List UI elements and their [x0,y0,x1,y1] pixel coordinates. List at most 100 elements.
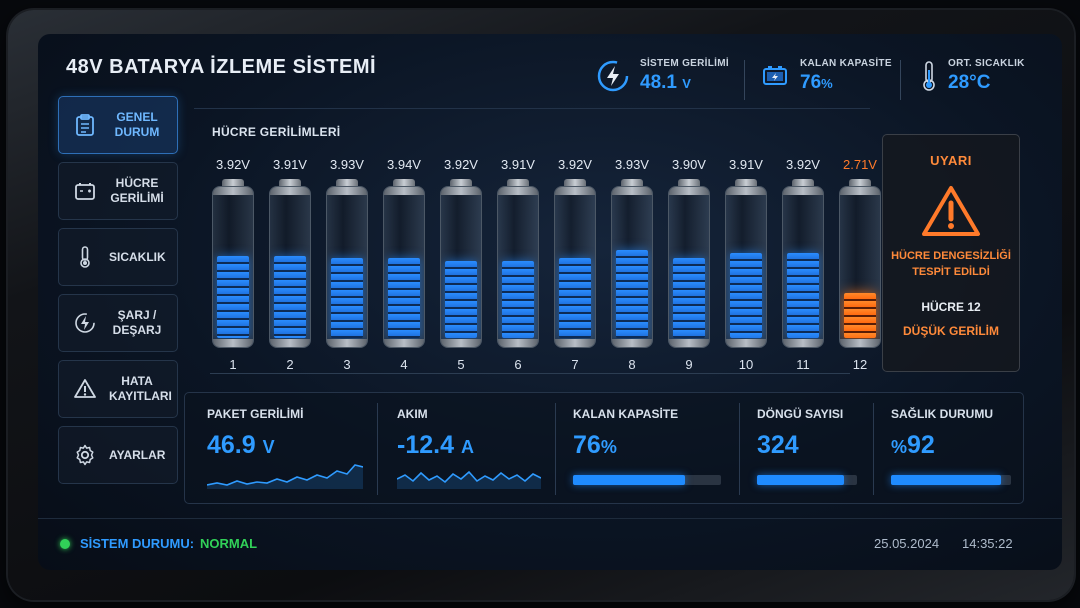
sidebar-item-temperature[interactable]: SICAKLIK [58,228,178,286]
cell-number: 12 [852,357,868,372]
footer-date: 25.05.2024 [874,536,940,551]
cycle-progress-bar [757,475,857,485]
status-indicator-dot [60,539,70,549]
battery-cell: 3.93V 8 [609,157,655,377]
remaining-capacity-value: 76 [800,72,822,93]
capacity-value: 76 [573,431,601,459]
cell-charge-level [559,258,591,338]
cell-voltage: 3.92V [444,157,478,172]
cell-voltage: 3.93V [330,157,364,172]
cell-body [725,186,767,348]
cell-voltages-panel: HÜCRE GERİLİMLERİ 3.92V 1 3.91V 2 3.93V 3 3.94… [194,108,881,378]
cell-body [611,186,653,348]
cell-number: 3 [343,357,351,372]
system-voltage-value: 48.1 [640,72,677,93]
system-voltage-label: SİSTEM GERİLİMİ [640,58,729,69]
cell-terminal [279,179,301,187]
cell-terminal [222,179,244,187]
remaining-capacity-stat: KALAN KAPASİTE 76% [762,58,892,94]
cell-voltage: 3.94V [387,157,421,172]
pack-voltage-metric: PAKET GERİLİMİ 46.9 V [207,393,367,505]
sidebar-item-charge-discharge[interactable]: ŞARJ / DEŞARJ [58,294,178,352]
capacity-progress-fill [573,475,686,485]
current-metric: AKIM -12.4 A [397,393,547,505]
sidebar-item-cell-voltage[interactable]: HÜCRE GERİLİMİ [58,162,178,220]
battery-cell-icon [75,183,95,200]
cycle-progress-fill [757,475,844,485]
metric-divider [739,403,740,495]
battery-cell: 3.94V 4 [381,157,427,377]
health-progress-bar [891,475,1011,485]
cell-body [782,186,824,348]
cell-terminal [393,179,415,187]
cell-voltage: 3.90V [672,157,706,172]
cell-voltage: 3.92V [786,157,820,172]
cell-body [839,186,881,348]
dashboard-screen: 48V BATARYA İZLEME SİSTEMİ SİSTEM GERİLİ… [38,34,1062,570]
warning-icon [74,379,96,398]
battery-cell: 3.92V 7 [552,157,598,377]
avg-temperature-label: ORT. SICAKLIK [948,58,1025,69]
cell-terminal [336,179,358,187]
cell-number: 7 [571,357,579,372]
battery-cell: 3.92V 5 [438,157,484,377]
cell-terminal [792,179,814,187]
capacity-label: KALAN KAPASİTE [573,407,679,421]
cell-charge-level [217,256,249,338]
metric-divider [555,403,556,495]
header-divider [900,60,901,100]
thermometer-icon [80,246,90,268]
cell-terminal [678,179,700,187]
cell-voltages-title: HÜCRE GERİLİMLERİ [212,125,341,139]
cell-charge-level [445,261,477,338]
cell-charge-level [388,258,420,338]
sidebar-item-error-logs[interactable]: HATA KAYITLARI [58,360,178,418]
cell-voltage: 2.71V [843,157,877,172]
avg-temperature-stat: ORT. SICAKLIK 28°C [920,58,1025,94]
cell-terminal [621,179,643,187]
warning-message: HÜCRE DENGESİZLİĞİ TESPİT EDİLDİ [891,250,1011,278]
sidebar-item-label: GENEL DURUM [114,110,160,139]
cycle-count-value: 324 [757,431,799,459]
battery-cell: 3.92V 1 [210,157,256,377]
sidebar-item-label: SICAKLIK [109,249,166,264]
battery-cell: 3.93V 3 [324,157,370,377]
cell-charge-level [274,256,306,338]
cell-terminal [735,179,757,187]
sidebar-item-general-status[interactable]: GENEL DURUM [58,96,178,154]
cell-voltage: 3.91V [501,157,535,172]
system-status-label: SİSTEM DURUMU: [80,536,195,551]
cell-number: 9 [685,357,693,372]
warning-triangle-icon [922,186,980,236]
battery-cell: 3.92V 11 [780,157,826,377]
current-unit: A [460,437,474,457]
cell-voltage: 3.92V [216,157,250,172]
cell-voltage: 3.91V [729,157,763,172]
header-divider [744,60,745,100]
health-label: SAĞLIK DURUMU [891,407,993,421]
current-value: -12.4 [397,431,454,459]
sidebar-item-label: HÜCRE GERİLİMİ [110,176,164,205]
capacity-metric: KALAN KAPASİTE 76% [573,393,723,505]
pack-voltage-sparkline [207,464,363,489]
cell-voltage: 3.93V [615,157,649,172]
cell-charge-level [331,258,363,338]
avg-temperature-value: 28°C [948,72,991,93]
sidebar-item-settings[interactable]: AYARLAR [58,426,178,484]
system-voltage-stat: SİSTEM GERİLİMİ 48.1 V [596,58,729,94]
cell-number: 6 [514,357,522,372]
cell-voltage: 3.91V [273,157,307,172]
cycle-count-label: DÖNGÜ SAYISI [757,407,844,421]
sidebar-item-label: ŞARJ / DEŞARJ [112,308,162,337]
cell-body [554,186,596,348]
cell-body [212,186,254,348]
cell-terminal [450,179,472,187]
pack-voltage-label: PAKET GERİLİMİ [207,407,304,421]
warning-card: UYARI HÜCRE DENGESİZLİĞİ TESPİT EDİLDİ H… [882,134,1020,372]
remaining-capacity-label: KALAN KAPASİTE [800,58,892,69]
warning-title: UYARI [930,153,972,168]
cell-charge-level [616,250,648,338]
cell-charge-level [844,293,876,338]
cell-body [440,186,482,348]
cell-terminal [507,179,529,187]
